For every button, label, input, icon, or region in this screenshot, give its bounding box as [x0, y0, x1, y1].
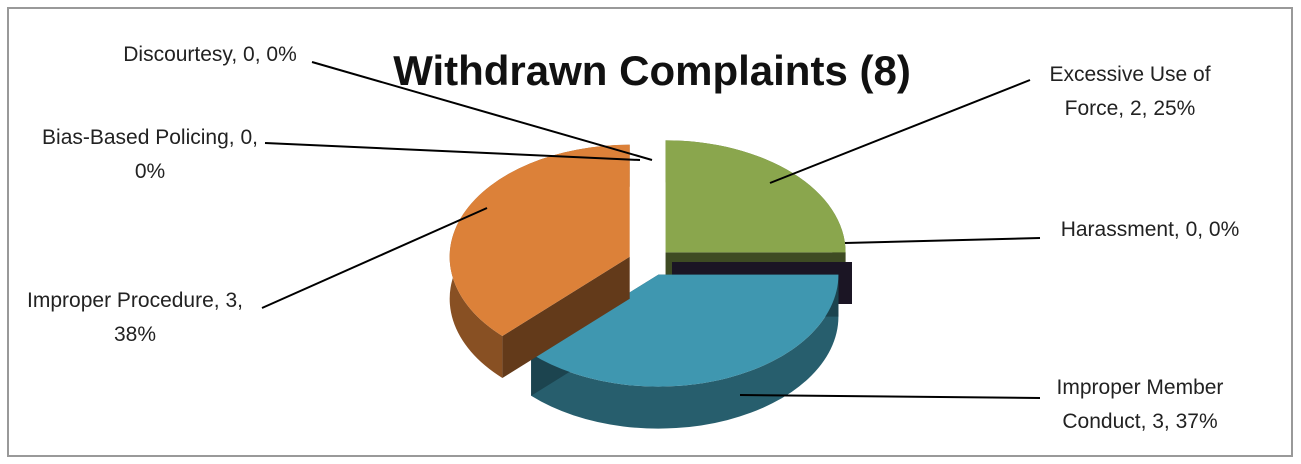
data-label: Bias-Based Policing, 0, 0% [42, 126, 258, 183]
data-label: Harassment, 0, 0% [1060, 218, 1240, 241]
slice [665, 140, 846, 253]
leader-line [264, 142, 641, 161]
chart-title: Withdrawn Complaints (8) [393, 47, 911, 94]
leader-line [739, 394, 1041, 399]
slice [531, 274, 839, 387]
data-label: Improper Procedure, 3, 38% [27, 289, 243, 346]
slice [449, 144, 630, 336]
data-label: Improper Member Conduct, 3, 37% [1056, 376, 1224, 433]
data-label: Excessive Use of Force, 2, 25% [1049, 63, 1211, 120]
leader-line [844, 237, 1041, 244]
data-label: Discourtesy, 0, 0% [123, 43, 297, 66]
leader-line [311, 61, 653, 161]
leader-line [769, 79, 1031, 184]
slice-face [502, 256, 630, 378]
slice-side [531, 274, 839, 429]
leader-line [261, 207, 488, 309]
